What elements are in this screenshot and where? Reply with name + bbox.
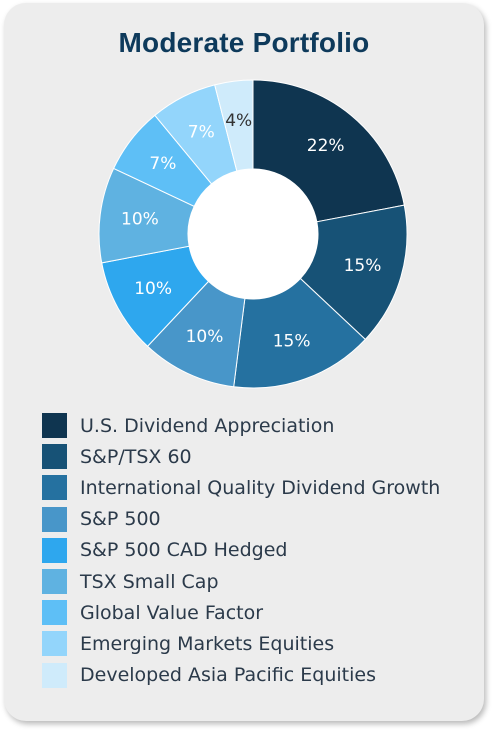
legend-item: Developed Asia Pacific Equities [42,660,440,691]
legend-swatch [42,631,67,657]
slice-label-7: 7% [149,154,176,174]
legend-swatch [42,600,67,626]
slice-label-9: 4% [225,111,252,131]
legend-swatch [42,569,67,595]
slice-label-3: 15% [273,331,311,351]
slice-label-1: 22% [307,136,345,156]
legend-swatch [42,506,67,532]
legend-item: S&P 500 CAD Hedged [42,535,440,566]
legend-item: TSX Small Cap [42,566,440,597]
portfolio-card: Moderate Portfolio 22% 15% 15% 10% 10% 10% 7% 7… [4,3,484,721]
legend-item: S&P 500 [42,504,440,535]
legend-label: Global Value Factor [80,601,264,624]
slice-label-6: 10% [121,210,159,230]
legend-swatch [42,444,67,470]
donut-hole [188,169,318,299]
donut-chart: 22% 15% 15% 10% 10% 10% 7% 7% 4% [98,79,408,389]
slice-label-5: 10% [134,279,172,299]
slice-label-2: 15% [344,256,382,276]
legend-item: Emerging Markets Equities [42,628,440,659]
legend-label: U.S. Dividend Appreciation [80,414,335,437]
legend-swatch [42,413,67,439]
legend-item: S&P/TSX 60 [42,441,440,472]
legend-label: S&P 500 [80,508,161,531]
legend-item: International Quality Dividend Growth [42,472,440,503]
legend-item: Global Value Factor [42,597,440,628]
chart-title: Moderate Portfolio [118,27,370,58]
legend-swatch [42,537,67,563]
legend-label: S&P 500 CAD Hedged [80,539,288,562]
chart-legend: U.S. Dividend Appreciation S&P/TSX 60 Inte… [42,410,440,691]
legend-label: S&P/TSX 60 [80,445,192,468]
legend-label: Developed Asia Pacific Equities [80,664,376,687]
legend-item: U.S. Dividend Appreciation [42,410,440,441]
legend-label: International Quality Dividend Growth [80,476,441,499]
legend-swatch [42,475,67,501]
legend-label: TSX Small Cap [80,570,219,593]
slice-label-8: 7% [188,122,215,142]
slice-label-4: 10% [186,327,224,347]
legend-label: Emerging Markets Equities [80,632,335,655]
legend-swatch [42,662,67,688]
